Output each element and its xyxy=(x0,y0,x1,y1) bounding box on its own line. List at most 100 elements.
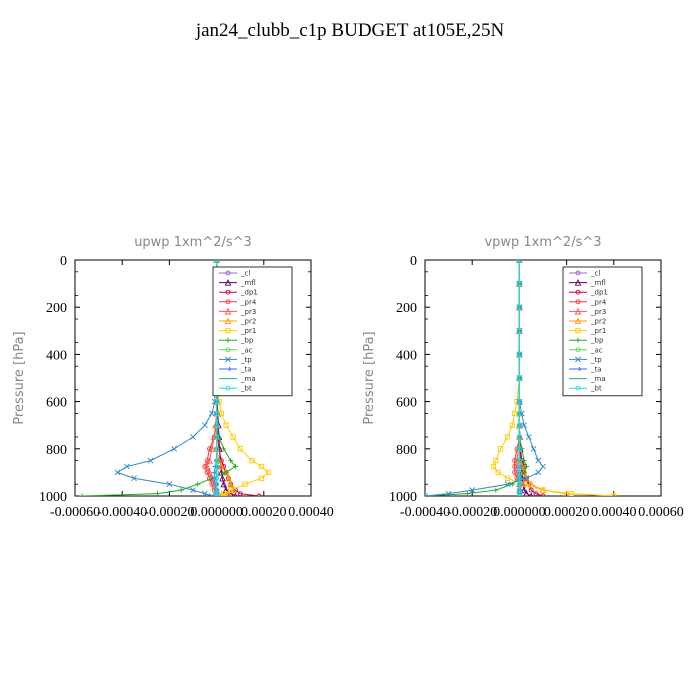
x-tick-label: -0.00020 xyxy=(447,505,497,520)
legend-label_ma: _ma xyxy=(590,375,606,383)
series-point_bt xyxy=(214,422,220,428)
series-point_bt xyxy=(516,260,522,263)
x-tick-label: -0.00020 xyxy=(144,505,194,520)
legend-label_ta: _ta xyxy=(240,366,252,374)
series-point_dp1 xyxy=(528,487,534,493)
legend-label_ac: _ac xyxy=(590,346,603,354)
legend-label_pr2: _pr2 xyxy=(240,318,256,326)
legend-marker_bt xyxy=(575,385,581,391)
legend-label_pr3: _pr3 xyxy=(590,308,606,316)
series-point_pr1 xyxy=(265,469,272,476)
series-point_bp xyxy=(79,493,85,496)
series-point_tp xyxy=(166,481,173,488)
legend-label_cl: _cl xyxy=(590,270,600,278)
legend: _cl_mfl_dp1_pr4_pr3_pr2_pr1_bp_ac_tp_ta_… xyxy=(562,266,643,397)
legend-label_ac: _ac xyxy=(240,346,253,354)
series-point_bp xyxy=(523,463,530,470)
legend-label_dp1: _dp1 xyxy=(240,289,258,297)
series-point_bt xyxy=(516,493,522,496)
series-point_tp xyxy=(469,487,476,494)
legend-marker_pr1 xyxy=(575,327,581,334)
legend-marker_pr3 xyxy=(224,307,232,315)
series-point_pr1 xyxy=(242,481,248,487)
series-point_pr1 xyxy=(249,457,255,464)
legend-label_bt: _bt xyxy=(240,385,252,393)
series-point_bp xyxy=(232,463,239,470)
series-point_pr2 xyxy=(225,490,232,496)
x-tick-label: -0.00060 xyxy=(50,505,100,520)
series-point_bt xyxy=(516,475,522,481)
series-group xyxy=(425,260,617,496)
series-point_bt xyxy=(214,458,220,464)
series-point_bt xyxy=(516,469,522,475)
series-point_bt xyxy=(214,487,220,493)
page-title: jan24_clubb_c1p BUDGET at105E,25N xyxy=(195,20,505,41)
chart-title: vpwp 1xm^2/s^3 xyxy=(484,235,601,250)
series-point_tp xyxy=(445,490,452,496)
x-tick-label: 0.00060 xyxy=(638,505,684,520)
y-axis-label: Pressure [hPa] xyxy=(362,331,377,424)
series-point_tp xyxy=(523,475,530,482)
series-point_bp xyxy=(223,469,229,475)
series-point_pr1 xyxy=(223,422,229,428)
y-tick-label: 800 xyxy=(396,443,417,458)
legend-marker_tp xyxy=(575,356,581,363)
x-tick-label: 0.000000 xyxy=(493,505,546,520)
legend-marker_ac xyxy=(575,347,581,353)
series-point_tp xyxy=(201,490,208,496)
series-point_pr1 xyxy=(230,434,236,440)
series-point_bt xyxy=(516,399,522,405)
legend-label_pr4: _pr4 xyxy=(240,298,257,306)
series-point_pr1 xyxy=(258,463,265,470)
legend-marker_bp xyxy=(225,337,231,343)
series-point_bt xyxy=(516,464,522,469)
series-point_pr2 xyxy=(225,474,232,482)
x-tick-label: 0.000000 xyxy=(190,505,243,520)
series-point_tp xyxy=(208,493,215,496)
series-point_bt xyxy=(214,491,220,496)
series-point_pr1 xyxy=(493,457,499,464)
series-point_pr1 xyxy=(611,493,617,496)
series-point_mfl xyxy=(523,490,530,496)
series-point_tp xyxy=(190,434,196,440)
legend-label_ma: _ma xyxy=(240,375,256,383)
y-axis-label: Pressure [hPa] xyxy=(12,331,27,424)
series-point_bp xyxy=(228,458,234,464)
legend-marker_pr2 xyxy=(574,317,582,325)
legend-marker_mfl xyxy=(574,278,582,286)
series-point_bt xyxy=(516,328,522,334)
legend-marker_tp xyxy=(225,356,231,363)
legend-label_tp: _tp xyxy=(590,356,602,364)
series-point_bt xyxy=(516,446,522,452)
series-point_tp xyxy=(525,434,532,440)
series-point_pr3 xyxy=(203,462,211,470)
series-point_pr2 xyxy=(217,462,225,470)
legend-label_pr4: _pr4 xyxy=(590,298,607,306)
series-point_pr1 xyxy=(509,422,515,428)
y-tick-label: 400 xyxy=(396,348,417,363)
chart-title: upwp 1xm^2/s^3 xyxy=(134,235,252,250)
y-tick-label: 600 xyxy=(46,396,67,411)
legend-label_pr1: _pr1 xyxy=(590,327,606,335)
legend-label_tp: _tp xyxy=(240,356,252,364)
series-point_tp xyxy=(124,463,130,470)
legend-marker_dp1 xyxy=(225,289,231,295)
series-point_bp xyxy=(464,491,471,496)
series-point_mfl xyxy=(520,486,528,494)
series-point_dp1 xyxy=(540,493,546,496)
series-line_bp xyxy=(425,260,528,496)
legend-marker_pr4 xyxy=(575,299,581,305)
x-tick-label: 0.00020 xyxy=(241,505,287,520)
x-tick-label: 0.00040 xyxy=(591,505,637,520)
series-point_bp xyxy=(195,481,201,487)
series-point_bt xyxy=(516,351,522,357)
series-point_tp xyxy=(521,422,528,429)
series-point_mfl xyxy=(217,468,225,476)
chart-panel-2: vpwp 1xm^2/s^3 Pressure [hPa] 0 200 400 600 80… xyxy=(362,235,684,520)
series-point_bt xyxy=(214,434,220,440)
series-point_pr1 xyxy=(237,446,243,452)
legend-marker_pr1 xyxy=(225,327,231,334)
series-point_bp xyxy=(155,491,161,496)
legend-marker_ta xyxy=(225,366,232,372)
